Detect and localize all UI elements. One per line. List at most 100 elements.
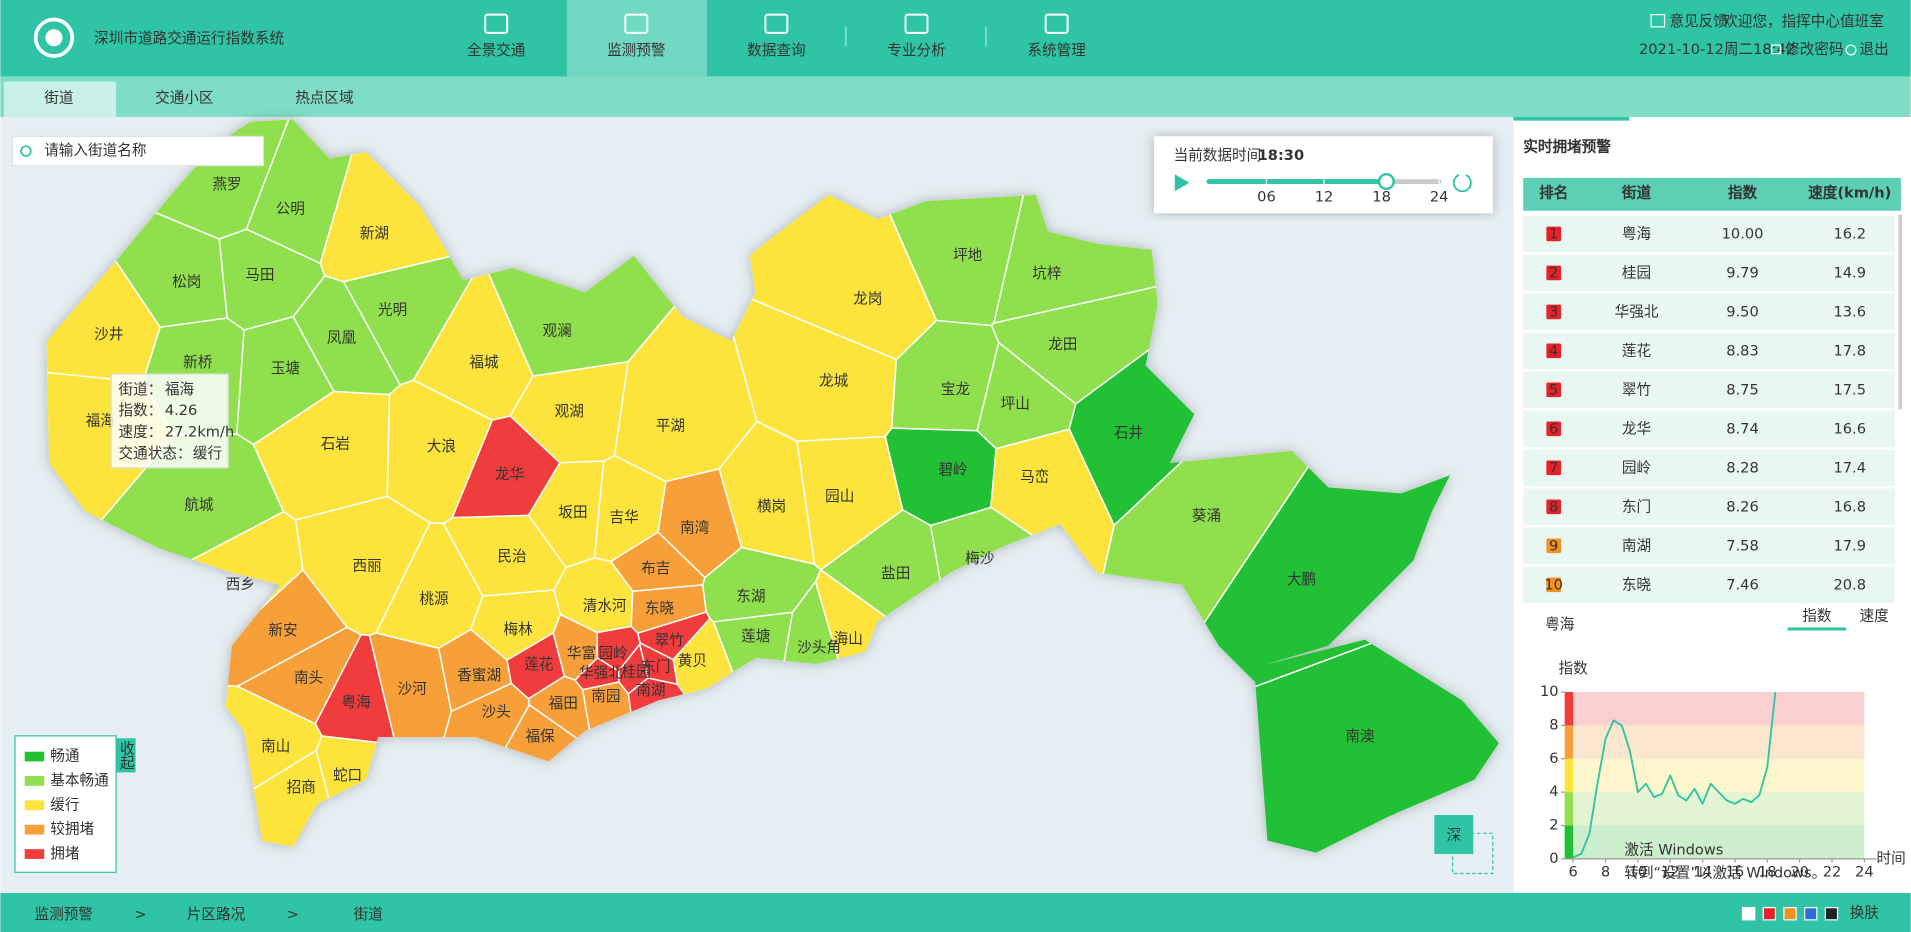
district-label: 华富 xyxy=(567,644,596,662)
table-cell: 7.58 xyxy=(1726,537,1759,554)
x-tick-label: 10 xyxy=(1629,863,1648,880)
district-label: 吉华 xyxy=(610,509,639,526)
table-cell: 东晓 xyxy=(1622,576,1652,593)
nav-item[interactable]: 专业分析 xyxy=(887,42,945,59)
district-label: 葵涌 xyxy=(1192,508,1221,525)
tab[interactable]: 热点区域 xyxy=(295,90,354,107)
table-cell: 9 xyxy=(1549,537,1558,554)
play-button[interactable] xyxy=(1174,174,1190,192)
table-cell: 龙华 xyxy=(1622,420,1651,437)
nav-item[interactable]: 数据查询 xyxy=(747,42,805,59)
chart-tab-underline xyxy=(1787,627,1847,631)
table-cell: 17.5 xyxy=(1833,381,1866,398)
legend-label: 基本畅通 xyxy=(50,772,109,789)
district-label: 龙田 xyxy=(1048,336,1077,353)
tooltip-value: 4.26 xyxy=(165,402,198,419)
legend-label: 缓行 xyxy=(50,796,79,813)
legend-collapse[interactable] xyxy=(116,738,136,773)
level-band xyxy=(1573,691,1865,726)
district-label: 西乡 xyxy=(226,576,255,593)
breadcrumb-item[interactable]: 监测预警 xyxy=(34,906,93,923)
level-band xyxy=(1573,792,1865,826)
skin-swatch[interactable] xyxy=(1783,907,1797,921)
time-value: 18:30 xyxy=(1258,147,1305,164)
feedback-link[interactable]: 意见反馈 xyxy=(1669,12,1728,30)
logout[interactable]: 退出 xyxy=(1859,41,1888,58)
legend-label: 拥堵 xyxy=(50,845,80,862)
table-row[interactable] xyxy=(1523,371,1895,409)
chart-tab[interactable]: 指数 xyxy=(1802,607,1832,624)
table-row[interactable] xyxy=(1523,254,1895,292)
district-label: 福田 xyxy=(549,695,578,712)
slider-tick-label: 24 xyxy=(1430,188,1449,205)
x-tick-label: 24 xyxy=(1855,863,1874,880)
legend-swatch xyxy=(24,800,45,811)
table-cell: 华强北 xyxy=(1615,303,1659,320)
rank-badge xyxy=(1546,577,1561,593)
legend-collapse-label[interactable]: 收起 xyxy=(118,741,135,771)
rank-badge xyxy=(1546,382,1561,398)
district-label: 横岗 xyxy=(757,498,786,515)
nav-item[interactable]: 系统管理 xyxy=(1027,42,1086,59)
skin-swatch[interactable] xyxy=(1741,907,1756,921)
table-row[interactable] xyxy=(1523,449,1895,487)
tooltip-label: 速度： xyxy=(119,423,163,440)
table-row[interactable] xyxy=(1523,527,1895,565)
district-label: 新湖 xyxy=(360,225,389,242)
table-cell: 7.46 xyxy=(1726,576,1759,593)
table-row[interactable] xyxy=(1523,566,1895,604)
nav-icon xyxy=(484,13,509,34)
table-cell: 16.8 xyxy=(1833,498,1866,515)
table-cell: 10.00 xyxy=(1722,226,1764,243)
chart-tab[interactable]: 速度 xyxy=(1859,607,1889,624)
table-cell: 4 xyxy=(1549,342,1558,359)
skin-swatch[interactable] xyxy=(1762,907,1777,921)
district-label: 香蜜湖 xyxy=(457,667,501,684)
table-row[interactable] xyxy=(1523,332,1895,370)
table-row[interactable] xyxy=(1523,488,1895,526)
slider-knob[interactable] xyxy=(1377,172,1395,191)
logo xyxy=(33,17,75,58)
x-tick-label: 6 xyxy=(1569,863,1578,880)
breadcrumb-item[interactable]: 街道 xyxy=(354,906,384,923)
y-tick-label: 0 xyxy=(1549,850,1558,867)
table-row[interactable] xyxy=(1523,215,1895,253)
x-tick-label: 22 xyxy=(1823,863,1842,880)
district-label: 梅沙 xyxy=(965,550,995,567)
nav-item[interactable]: 全景交通 xyxy=(467,41,526,59)
table-cell: 园岭 xyxy=(1622,459,1652,476)
slider-tick-label: 12 xyxy=(1315,188,1334,205)
refresh-button[interactable] xyxy=(1452,173,1472,193)
district-label: 平湖 xyxy=(656,417,685,434)
district-label: 福保 xyxy=(525,728,555,745)
table-row[interactable] xyxy=(1523,410,1895,448)
skin-swatch[interactable] xyxy=(1804,907,1818,921)
datetime: 2021-10-12周二18:42 xyxy=(1639,41,1795,58)
feedback-icon xyxy=(1650,14,1666,28)
district-label: 大鹏 xyxy=(1287,571,1316,588)
district-label: 福海 xyxy=(86,413,116,430)
breadcrumb-item[interactable]: 片区路况 xyxy=(187,906,246,923)
table-row[interactable] xyxy=(1523,293,1895,331)
search-box[interactable] xyxy=(11,135,265,167)
nav-item[interactable]: 监测预警 xyxy=(607,42,666,59)
district-label: 西丽 xyxy=(352,558,381,575)
tab[interactable]: 交通小区 xyxy=(155,89,213,107)
tab[interactable]: 街道 xyxy=(44,90,74,107)
skin-button[interactable]: 换肤 xyxy=(1850,905,1880,922)
district-label: 沙头角 xyxy=(797,639,841,656)
rank-badge xyxy=(1546,265,1561,281)
app-title: 深圳市道路交通运行指数系统 xyxy=(94,29,284,47)
skin-swatch[interactable] xyxy=(1824,907,1839,921)
tooltip-value: 缓行 xyxy=(193,445,222,462)
table-cell: 10 xyxy=(1544,576,1563,593)
table-column: 速度(km/h) xyxy=(1808,184,1891,202)
district-label: 南头 xyxy=(294,670,323,687)
tooltip-label: 指数： xyxy=(119,402,163,419)
district-label: 黄贝 xyxy=(678,653,707,670)
zoom-button-label[interactable]: 深 xyxy=(1446,827,1461,844)
change-password[interactable]: 修改密码 xyxy=(1785,41,1843,58)
rank-badge xyxy=(1546,226,1561,242)
level-band xyxy=(1573,825,1865,859)
zoom-button[interactable] xyxy=(1434,815,1474,855)
